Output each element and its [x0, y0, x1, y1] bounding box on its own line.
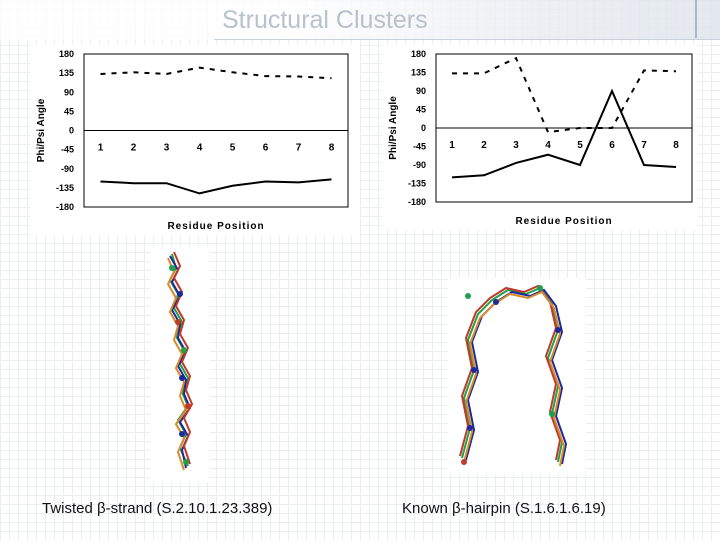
- series-line-dashed: [452, 56, 677, 134]
- x-tick-label: 2: [131, 143, 137, 154]
- x-tick-label: 4: [197, 143, 203, 154]
- y-axis-label: Phi/Psi Angle: [36, 98, 47, 162]
- chart-panel-left: 180 135 90 45 0 -45 -90 -135 -180 1 2 3 4 5 6 7 8 Phi/Psi…: [30, 44, 360, 236]
- slide-title: Structural Clusters: [222, 6, 428, 34]
- y-tick-label: -180: [408, 197, 426, 207]
- x-axis-label: Residue Position: [515, 216, 612, 227]
- series-line-solid: [451, 88, 677, 179]
- title-underline: [214, 39, 720, 40]
- x-tick-label: 1: [98, 143, 104, 154]
- x-tick-label: 2: [481, 140, 487, 151]
- y-tick-label: -45: [61, 145, 74, 155]
- x-tick-label: 6: [263, 143, 269, 154]
- y-tick-label: 180: [411, 49, 426, 59]
- y-tick-label: 180: [59, 49, 74, 59]
- x-tick-label: 7: [296, 143, 302, 154]
- title-band: [0, 0, 720, 40]
- y-tick-label: -180: [56, 202, 74, 212]
- y-tick-label: 0: [421, 123, 426, 133]
- x-axis-label: Residue Position: [167, 221, 264, 232]
- y-tick-label: 90: [64, 87, 74, 97]
- twisted-strand-structure-image: [150, 246, 210, 482]
- y-tick-label: 45: [64, 106, 74, 116]
- y-tick-label: 0: [69, 126, 74, 136]
- beta-hairpin-structure-image: [448, 278, 586, 474]
- x-tick-label: 3: [164, 143, 170, 154]
- caption-right: Known β-hairpin (S.1.6.1.6.19): [402, 500, 606, 517]
- x-tick-label: 4: [545, 140, 551, 151]
- x-tick-label: 3: [513, 140, 519, 151]
- y-axis-label: Phi/Psi Angle: [388, 96, 399, 160]
- x-tick-label: 8: [329, 143, 335, 154]
- y-tick-label: -135: [56, 183, 74, 193]
- caption-left: Twisted β-strand (S.2.10.1.23.389): [42, 500, 273, 517]
- title-right-rule: [695, 0, 697, 38]
- series-line-solid: [100, 178, 332, 195]
- y-tick-label: -45: [413, 142, 426, 152]
- x-tick-label: 6: [609, 140, 615, 151]
- x-tick-label: 7: [641, 140, 647, 151]
- series-line-dashed: [100, 66, 332, 80]
- y-tick-label: 45: [416, 105, 426, 115]
- y-tick-label: 135: [59, 68, 74, 78]
- x-tick-label: 8: [673, 140, 679, 151]
- y-tick-label: -135: [408, 179, 426, 189]
- chart-panel-right: 180 135 90 45 0 -45 -90 -135 -180 1 2 3 4 5 6 7 8 Phi/Psi…: [382, 44, 698, 230]
- y-tick-label: 90: [416, 86, 426, 96]
- x-tick-label: 5: [230, 143, 236, 154]
- y-tick-label: -90: [61, 164, 74, 174]
- y-tick-label: 135: [411, 68, 426, 78]
- x-tick-label: 5: [577, 140, 583, 151]
- y-tick-label: -90: [413, 160, 426, 170]
- x-tick-label: 1: [449, 140, 455, 151]
